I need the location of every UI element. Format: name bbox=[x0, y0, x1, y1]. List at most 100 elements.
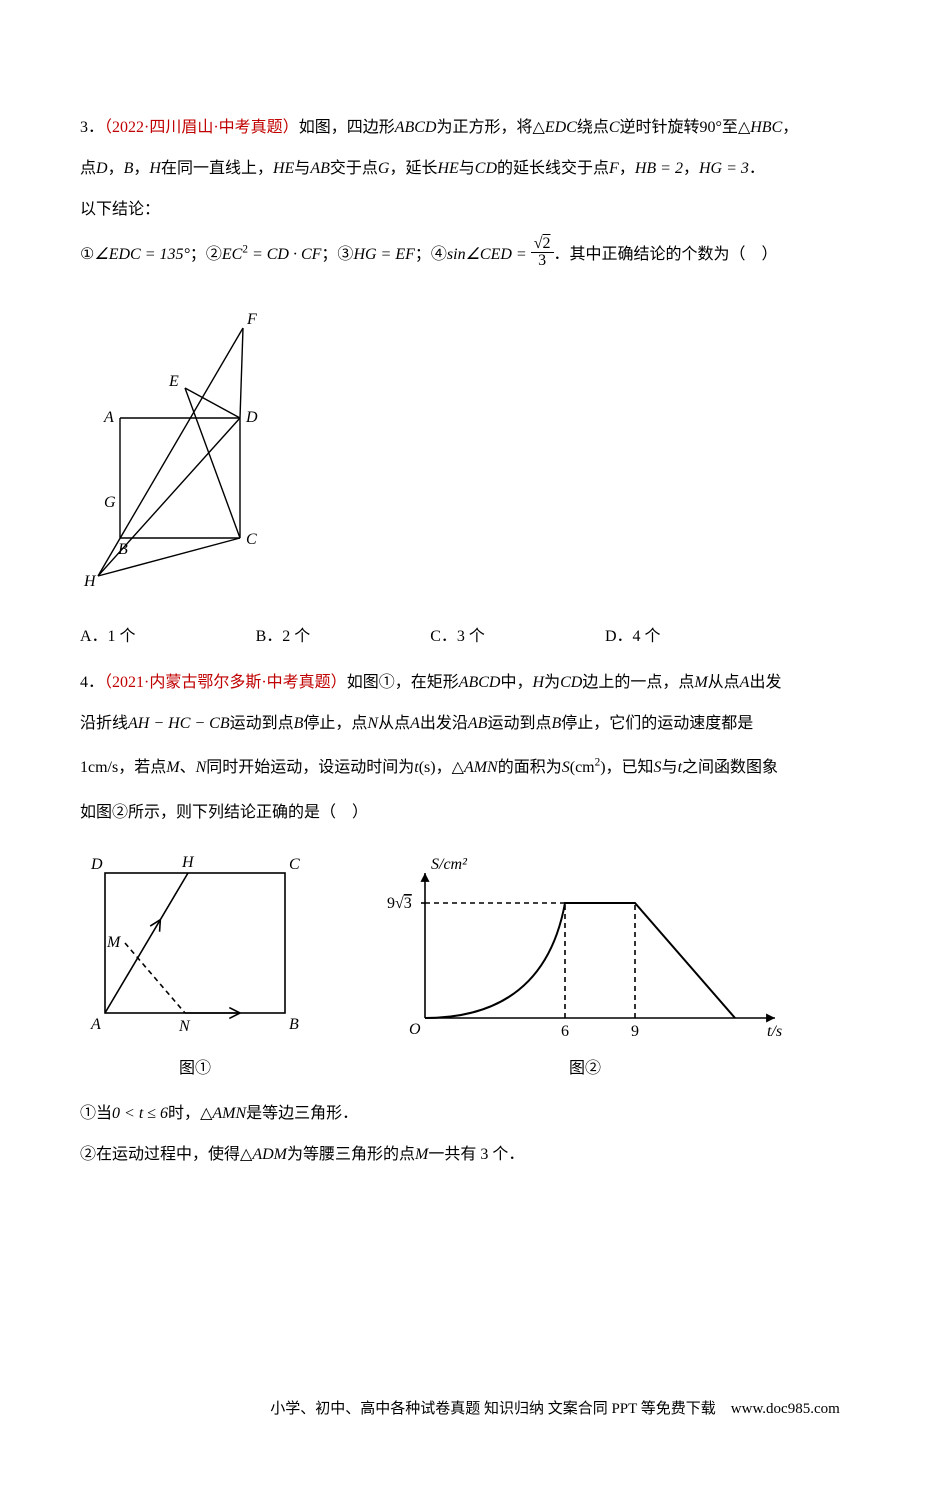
text: ①当 bbox=[80, 1105, 112, 1122]
math-b: B bbox=[124, 160, 134, 177]
q4-fig2-caption: 图② bbox=[380, 1051, 790, 1086]
math-hb2: HB = 2 bbox=[635, 160, 683, 177]
math-b: B bbox=[294, 715, 304, 732]
text: 边上的一点，点 bbox=[582, 674, 694, 691]
q3-diagram: ADBCHEFG bbox=[80, 293, 270, 588]
text: ，延长 bbox=[389, 160, 437, 177]
q3-statements: ①∠EDC = 135°；②EC2 = CD · CF；③HG = EF；④si… bbox=[80, 234, 950, 276]
q4-diagram2: S/cm²t/sO9√369 bbox=[380, 848, 790, 1038]
q4-line2: 沿折线AH − HC − CB运动到点B停止，点N从点A出发沿AB运动到点B停止… bbox=[80, 706, 950, 741]
math-f: F bbox=[609, 160, 619, 177]
math-abcd: ABCD bbox=[459, 674, 501, 691]
text: 沿折线 bbox=[80, 715, 128, 732]
text: ， bbox=[782, 119, 798, 136]
text: 逆时针旋转 bbox=[620, 119, 700, 136]
math-n: N bbox=[196, 759, 207, 776]
text: 为等腰三角形的点 bbox=[287, 1146, 415, 1163]
math-abcd: ABCD bbox=[395, 119, 437, 136]
math-amn: AMN bbox=[464, 759, 498, 776]
text: 的面积为 bbox=[498, 759, 562, 776]
math-speed: 1cm/s bbox=[80, 759, 118, 776]
text: 是等边三角形． bbox=[246, 1105, 358, 1122]
q4-stmt2: ②在运动过程中，使得△ADM为等腰三角形的点M一共有 3 个． bbox=[80, 1137, 950, 1172]
svg-text:6: 6 bbox=[561, 1023, 569, 1038]
text: ， bbox=[108, 160, 124, 177]
text: 与 bbox=[459, 160, 475, 177]
text: 如图①，在矩形 bbox=[347, 674, 459, 691]
choice-c: C．3 个 bbox=[430, 619, 485, 654]
frac-den: 3 bbox=[531, 253, 554, 269]
text: ；④ bbox=[415, 246, 447, 263]
svg-text:M: M bbox=[106, 934, 122, 951]
svg-text:C: C bbox=[289, 856, 300, 873]
text: 出发沿 bbox=[420, 715, 468, 732]
math-edc: EDC bbox=[545, 119, 577, 136]
q4-diagram1: ABCDHMN bbox=[80, 848, 310, 1038]
math-ab: AB bbox=[468, 715, 488, 732]
text: 的延长线交于点 bbox=[497, 160, 609, 177]
fraction: √23 bbox=[531, 236, 554, 269]
text: ① bbox=[80, 246, 94, 263]
text: ．其中正确结论的个数为（ ） bbox=[554, 246, 778, 263]
math-hbc: HBC bbox=[750, 119, 782, 136]
svg-text:H: H bbox=[83, 573, 97, 588]
q4-figure2-wrap: S/cm²t/sO9√369 图② bbox=[380, 848, 790, 1086]
math-s: S bbox=[654, 759, 662, 776]
triangle-symbol: △ bbox=[738, 119, 750, 136]
svg-text:O: O bbox=[409, 1021, 421, 1038]
q4-stmt1: ①当0 < t ≤ 6时，△AMN是等边三角形． bbox=[80, 1096, 950, 1131]
svg-text:B: B bbox=[289, 1016, 299, 1033]
svg-text:N: N bbox=[178, 1018, 191, 1035]
text: ， bbox=[133, 160, 149, 177]
math-b: B bbox=[551, 715, 561, 732]
text: 为正方形，将 bbox=[436, 119, 532, 136]
svg-text:D: D bbox=[245, 409, 258, 426]
svg-text:C: C bbox=[246, 531, 257, 548]
text: ， bbox=[683, 160, 699, 177]
text: 在同一直线上， bbox=[161, 160, 273, 177]
text: 从点 bbox=[708, 674, 740, 691]
math-hg-ef: HG = EF bbox=[353, 246, 414, 263]
triangle-symbol: △ bbox=[240, 1146, 252, 1163]
q4-number: 4． bbox=[80, 674, 104, 691]
math-d: D bbox=[96, 160, 108, 177]
math-c: C bbox=[609, 119, 620, 136]
choice-d: D．4 个 bbox=[605, 619, 661, 654]
text: 时， bbox=[168, 1105, 200, 1122]
math-cd: CD bbox=[475, 160, 497, 177]
q4-figure1-wrap: ABCDHMN 图① bbox=[80, 848, 310, 1086]
choice-b: B．2 个 bbox=[256, 619, 311, 654]
svg-text:D: D bbox=[90, 856, 103, 873]
text: 如图，四边形 bbox=[299, 119, 395, 136]
text: ． bbox=[749, 160, 765, 177]
q4-line4: 如图②所示，则下列结论正确的是（ ） bbox=[80, 795, 950, 830]
q4-line1: 4．（2021·内蒙古鄂尔多斯·中考真题）如图①，在矩形ABCD中，H为CD边上… bbox=[80, 665, 950, 700]
text: ；③ bbox=[321, 246, 353, 263]
math-amn: AMN bbox=[212, 1105, 246, 1122]
svg-text:B: B bbox=[118, 541, 128, 558]
page-footer: 小学、初中、高中各种试卷真题 知识归纳 文案合同 PPT 等免费下载 www.d… bbox=[80, 1393, 950, 1426]
svg-text:9: 9 bbox=[631, 1023, 639, 1038]
q4-fig1-caption: 图① bbox=[80, 1051, 310, 1086]
text: 运动到点 bbox=[487, 715, 551, 732]
q3-choices: A．1 个 B．2 个 C．3 个 D．4 个 bbox=[80, 619, 950, 654]
math-path: AH − HC − CB bbox=[128, 715, 230, 732]
math-m: M bbox=[694, 674, 707, 691]
text: ②在运动过程中，使得 bbox=[80, 1146, 240, 1163]
q3-source: （2022·四川眉山·中考真题） bbox=[104, 119, 299, 136]
text: 之间函数图象 bbox=[682, 759, 778, 776]
q3-line2: 点D，B，H在同一直线上，HE与AB交于点G，延长HE与CD的延长线交于点F，H… bbox=[80, 151, 950, 186]
svg-text:A: A bbox=[103, 409, 114, 426]
q4-figures: ABCDHMN 图① S/cm²t/sO9√369 图② bbox=[80, 848, 950, 1086]
text: 与 bbox=[662, 759, 678, 776]
math-sin: sin∠CED = bbox=[447, 246, 531, 263]
math-m: M bbox=[166, 759, 179, 776]
text: ， bbox=[619, 160, 635, 177]
q4-line3: 1cm/s，若点M、N同时开始运动，设运动时间为t(s)，△AMN的面积为S(c… bbox=[80, 747, 950, 789]
svg-text:H: H bbox=[181, 854, 195, 871]
text: ；② bbox=[190, 246, 222, 263]
q4-source: （2021·内蒙古鄂尔多斯·中考真题） bbox=[104, 674, 347, 691]
text: 运动到点 bbox=[230, 715, 294, 732]
math-stmt1: ∠EDC = 135° bbox=[94, 246, 190, 263]
triangle-symbol: △ bbox=[533, 119, 545, 136]
